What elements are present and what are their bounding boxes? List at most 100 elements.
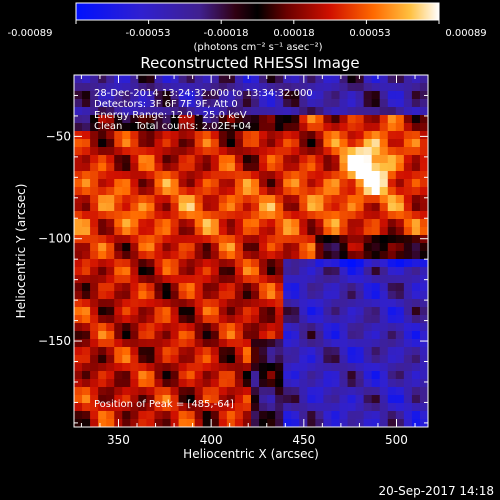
heatmap-cell (154, 107, 164, 116)
heatmap-cell (395, 355, 405, 364)
heatmap-cell (347, 379, 357, 388)
heatmap-cell (98, 195, 107, 204)
heatmap-cell (138, 307, 148, 316)
heatmap-cell (403, 187, 413, 196)
heatmap-cell (170, 267, 180, 276)
heatmap-cell (315, 131, 325, 140)
heatmap-cell (154, 387, 164, 396)
heatmap-cell (130, 251, 139, 260)
heatmap-cell (379, 315, 389, 324)
heatmap-cell (234, 307, 244, 316)
heatmap-cell (98, 275, 107, 284)
heatmap-cell (226, 75, 236, 84)
heatmap-cell (339, 107, 349, 116)
heatmap-cell (162, 331, 172, 340)
heatmap-cell (194, 179, 204, 188)
heatmap-cell (138, 195, 148, 204)
heatmap-cell (387, 187, 397, 196)
heatmap-cell (283, 123, 292, 132)
heatmap-cell (355, 411, 365, 420)
heatmap-cell (339, 275, 349, 284)
heatmap-cell (379, 323, 389, 332)
heatmap-cell (98, 419, 107, 427)
heatmap-cell (419, 227, 428, 236)
heatmap-cell (371, 315, 381, 324)
heatmap-cell (299, 315, 308, 324)
heatmap-cell (315, 347, 325, 356)
heatmap-cell (194, 403, 204, 412)
heatmap-cell (331, 283, 341, 292)
heatmap-cell (122, 123, 131, 132)
heatmap-cell (114, 187, 123, 196)
heatmap-cell (387, 155, 397, 164)
heatmap-cell (275, 283, 284, 292)
heatmap-cell (82, 203, 91, 212)
heatmap-cell (251, 251, 260, 260)
heatmap-cell (122, 83, 131, 92)
heatmap-cell (395, 203, 405, 212)
heatmap-cell (411, 91, 421, 100)
heatmap-cell (339, 139, 349, 148)
heatmap-cell (186, 91, 196, 100)
heatmap-cell (347, 307, 357, 316)
heatmap-cell (347, 267, 357, 276)
heatmap-cell (210, 123, 220, 132)
heatmap-cell (419, 83, 428, 92)
heatmap-cell (403, 403, 413, 412)
heatmap-cell (315, 91, 325, 100)
heatmap-cell (379, 203, 389, 212)
heatmap-cell (170, 227, 180, 236)
heatmap-cell (323, 315, 333, 324)
heatmap-cell (371, 243, 381, 252)
heatmap-cell (283, 331, 292, 340)
heatmap-cell (283, 267, 292, 276)
heatmap-cell (138, 387, 148, 396)
heatmap-cell (234, 347, 244, 356)
heatmap-cell (234, 83, 244, 92)
heatmap-cell (259, 291, 268, 300)
heatmap-cell (403, 195, 413, 204)
heatmap-cell (202, 387, 212, 396)
heatmap-cell (98, 267, 107, 276)
heatmap-cell (98, 235, 107, 244)
heatmap-cell (387, 323, 397, 332)
heatmap-cell (194, 91, 204, 100)
heatmap-cell (242, 219, 252, 228)
heatmap-cell (90, 99, 99, 108)
heatmap-cell (387, 419, 397, 427)
heatmap-cell (74, 219, 83, 228)
heatmap-cell (74, 163, 83, 172)
heatmap-cell (162, 363, 172, 372)
heatmap-cell (363, 155, 373, 164)
heatmap-cell (218, 187, 228, 196)
heatmap-cell (251, 419, 260, 427)
heatmap-cell (371, 123, 381, 132)
heatmap-cell (267, 123, 276, 132)
heatmap-cell (234, 219, 244, 228)
heatmap-cell (74, 299, 83, 308)
heatmap-cell (395, 403, 405, 412)
heatmap-cell (339, 211, 349, 220)
heatmap-cell (283, 179, 292, 188)
heatmap-cell (106, 299, 115, 308)
heatmap-cell (339, 227, 349, 236)
heatmap-cell (355, 115, 365, 124)
heatmap-cell (403, 139, 413, 148)
heatmap-cell (419, 267, 428, 276)
heatmap-cell (323, 299, 333, 308)
heatmap-cell (234, 259, 244, 268)
heatmap-cell (194, 419, 204, 427)
heatmap-cell (234, 91, 244, 100)
heatmap-cell (363, 123, 373, 132)
heatmap-cell (251, 299, 260, 308)
heatmap-cell (106, 211, 115, 220)
heatmap-cell (154, 147, 164, 156)
heatmap-cell (299, 235, 308, 244)
heatmap-cell (419, 131, 428, 140)
heatmap-cell (267, 155, 276, 164)
heatmap-cell (122, 251, 131, 260)
heatmap-cell (403, 275, 413, 284)
heatmap-cell (283, 251, 292, 260)
heatmap-cell (259, 187, 268, 196)
heatmap-cell (331, 387, 341, 396)
